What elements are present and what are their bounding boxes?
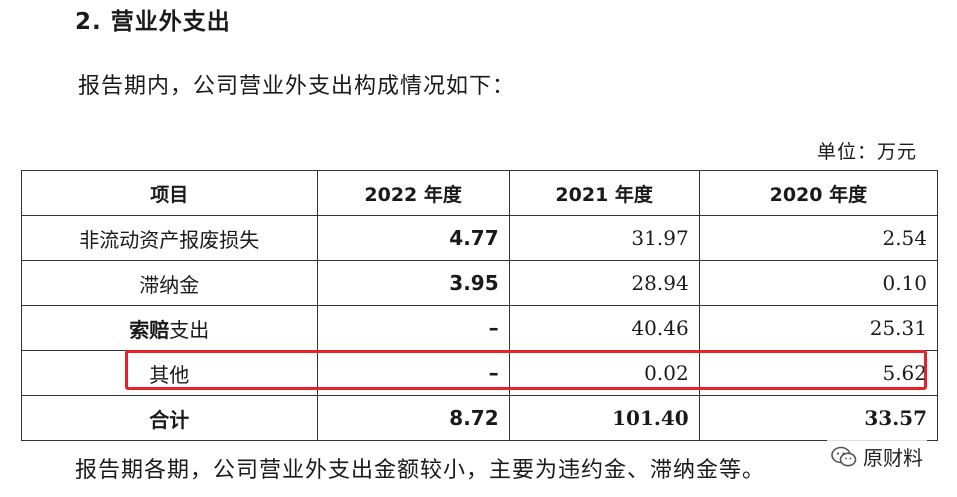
table-row: 其他 – 0.02 5.62 <box>21 350 939 396</box>
cell-2021: 40.46 <box>508 305 700 351</box>
header-2022: 2022 年度 <box>316 170 510 216</box>
unit-label: 单位：万元 <box>816 141 917 163</box>
cell-2021: 31.97 <box>508 215 700 261</box>
expense-table: 项目 2022 年度 2021 年度 2020 年度 非流动资产报废损失 4.7… <box>21 170 939 441</box>
closing-paragraph: 报告期各期，公司营业外支出金额较小，主要为违约金、滞纳金等。 <box>75 458 766 483</box>
table-row: 滞纳金 3.95 28.94 0.10 <box>21 260 939 306</box>
table-header-row: 项目 2022 年度 2021 年度 2020 年度 <box>21 170 939 216</box>
total-row: 合计 8.72 101.40 33.57 <box>21 395 939 441</box>
table-row: 索赔支出 – 40.46 25.31 <box>21 305 939 351</box>
header-2020: 2020 年度 <box>698 170 939 216</box>
cell-2022: 4.77 <box>316 215 510 261</box>
cell-2020: 2.54 <box>698 215 939 261</box>
row-item-rest: 支出 <box>169 317 210 342</box>
cell-2020: 0.10 <box>698 260 939 306</box>
header-item: 项目 <box>21 170 318 216</box>
header-2021: 2021 年度 <box>508 170 700 216</box>
wechat-icon <box>831 446 857 468</box>
total-2022: 8.72 <box>316 395 510 441</box>
intro-paragraph: 报告期内，公司营业外支出构成情况如下： <box>78 74 516 99</box>
total-label: 合计 <box>21 395 318 441</box>
cell-2022: – <box>316 305 510 351</box>
cell-2021: 28.94 <box>508 260 700 306</box>
table-row: 非流动资产报废损失 4.77 31.97 2.54 <box>21 215 939 261</box>
total-2020: 33.57 <box>698 395 939 441</box>
section-heading: 2. 营业外支出 <box>75 9 231 35</box>
total-2021: 101.40 <box>508 395 700 441</box>
row-item: 索赔支出 <box>21 305 318 351</box>
row-item: 滞纳金 <box>21 260 318 306</box>
cell-2020: 25.31 <box>698 305 939 351</box>
row-item-bold-part: 索赔 <box>129 317 170 342</box>
highlight-box <box>125 350 927 390</box>
row-item: 非流动资产报废损失 <box>21 215 318 261</box>
cell-2022: 3.95 <box>316 260 510 306</box>
watermark-label: 原财料 <box>863 446 923 470</box>
watermark: 原财料 <box>827 440 927 473</box>
